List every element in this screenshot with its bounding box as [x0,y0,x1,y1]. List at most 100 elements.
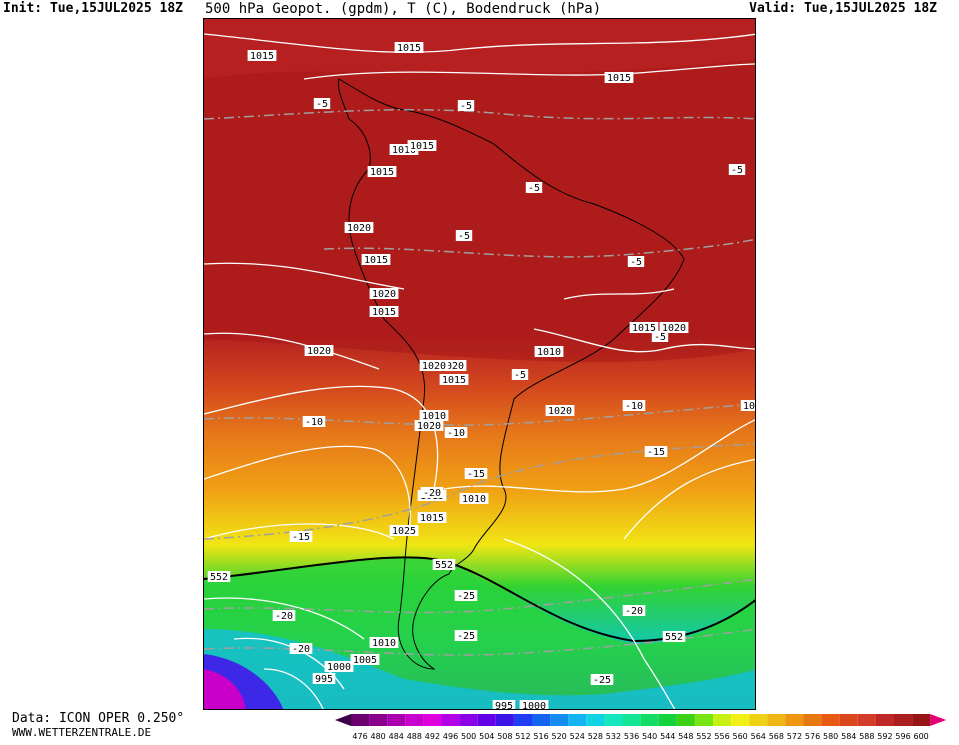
svg-text:-20: -20 [275,611,293,622]
temperature-label: -5 [728,164,746,176]
scale-swatch [495,714,514,726]
scale-tick-label: 564 [751,732,766,741]
temperature-label: -25 [590,674,614,686]
svg-text:1015: 1015 [410,141,434,152]
svg-text:-5: -5 [458,231,470,242]
pressure-label: 1015 [417,512,447,524]
scale-swatch [441,714,460,726]
scale-tick-label: 544 [660,732,675,741]
temperature-label: -5 [511,369,529,381]
svg-text:10: 10 [743,401,755,412]
scale-tick-label: 516 [533,732,548,741]
scale-tick-label: 476 [352,732,367,741]
chart-header: Init: Tue,15JUL2025 18Z 500 hPa Geopot. … [0,0,959,18]
svg-text:1020: 1020 [548,406,572,417]
scale-swatch [568,714,587,726]
pressure-label: 10 [740,400,755,412]
scale-tick-label: 484 [389,732,404,741]
pressure-label: 1005 [350,654,380,666]
pressure-label: 1010 [419,410,449,422]
pressure-label: 1015 [439,374,469,386]
website-label: WWW.WETTERZENTRALE.DE [12,726,152,739]
scale-tick-label: 600 [914,732,929,741]
svg-text:1000: 1000 [327,662,351,673]
scale-tick-label: 536 [624,732,639,741]
weather-map: 1015 1015 1015 1010 1015 1015 1020 1015 1020 1015… [203,18,756,710]
svg-text:-20: -20 [625,606,643,617]
pressure-label: 1025 [389,525,419,537]
magenta-core [204,669,246,709]
scale-swatch [803,714,822,726]
scale-tick-label: 588 [859,732,874,741]
svg-text:1015: 1015 [420,513,444,524]
scale-swatch [477,714,496,726]
svg-text:-15: -15 [647,447,665,458]
svg-text:1015: 1015 [372,307,396,318]
scale-swatch [694,714,713,726]
scale-swatch [405,714,424,726]
svg-text:552: 552 [665,632,683,643]
svg-text:-20: -20 [423,488,441,499]
geopotential-label: 552 [662,631,686,643]
scale-swatch [459,714,478,726]
scale-tick-label: 520 [552,732,567,741]
pressure-label: 1015 [247,50,277,62]
svg-text:552: 552 [435,560,453,571]
scale-swatch [731,714,750,726]
scale-swatch [658,714,677,726]
svg-text:1015: 1015 [442,375,466,386]
temperature-label: -10 [444,427,468,439]
temperature-label: -10 [302,416,326,428]
scale-swatch [767,714,786,726]
scale-swatch [676,714,695,726]
svg-text:1010: 1010 [392,145,416,156]
svg-text:-20: -20 [292,644,310,655]
scale-tick-label: 576 [805,732,820,741]
svg-text:-5: -5 [528,183,540,194]
temperature-label: -20 [289,643,313,655]
scale-tick-label: 540 [642,732,657,741]
scale-swatch [622,714,641,726]
svg-text:-15: -15 [292,532,310,543]
scale-tick-label: 512 [515,732,530,741]
scale-tick-label: 572 [787,732,802,741]
warm-core-band [204,59,755,362]
scale-tick-label: 524 [570,732,585,741]
svg-text:1005: 1005 [353,655,377,666]
pressure-label: 995 [312,673,336,685]
svg-text:995: 995 [495,701,513,710]
svg-text:1020: 1020 [347,223,371,234]
svg-text:1010: 1010 [537,347,561,358]
svg-text:1015: 1015 [370,167,394,178]
scale-tick-label: 532 [606,732,621,741]
temperature-label: -15 [464,468,488,480]
pressure-label: 1020 [545,405,575,417]
geopotential-552-line [204,556,755,643]
scale-swatch [423,714,442,726]
scale-tick-label: 496 [443,732,458,741]
scale-swatch [387,714,406,726]
temperature-label: -15 [289,531,313,543]
pressure-label: 995 [492,700,516,710]
temperature-label: -20 [622,605,646,617]
scale-tick-label: 556 [714,732,729,741]
svg-text:1015: 1015 [250,51,274,62]
pressure-label: 1015 [367,166,397,178]
pressure-label: 1020 [344,222,374,234]
upper-band [204,19,755,79]
scale-tick-label: 584 [841,732,856,741]
scale-swatch [640,714,659,726]
temperature-label: -5 [313,98,331,110]
scale-tick-label: 560 [733,732,748,741]
scale-swatch [513,714,532,726]
temperature-label: -5 [457,100,475,112]
svg-text:1010: 1010 [422,411,446,422]
svg-text:1020: 1020 [662,323,686,334]
scale-tick-label: 548 [678,732,693,741]
isobars [204,33,755,709]
svg-text:1010: 1010 [462,494,486,505]
pressure-label: 1015 [361,254,391,266]
scale-tick-label: 492 [425,732,440,741]
geopotential-label: 552 [207,571,231,583]
pressure-label: 1015 [394,42,424,54]
